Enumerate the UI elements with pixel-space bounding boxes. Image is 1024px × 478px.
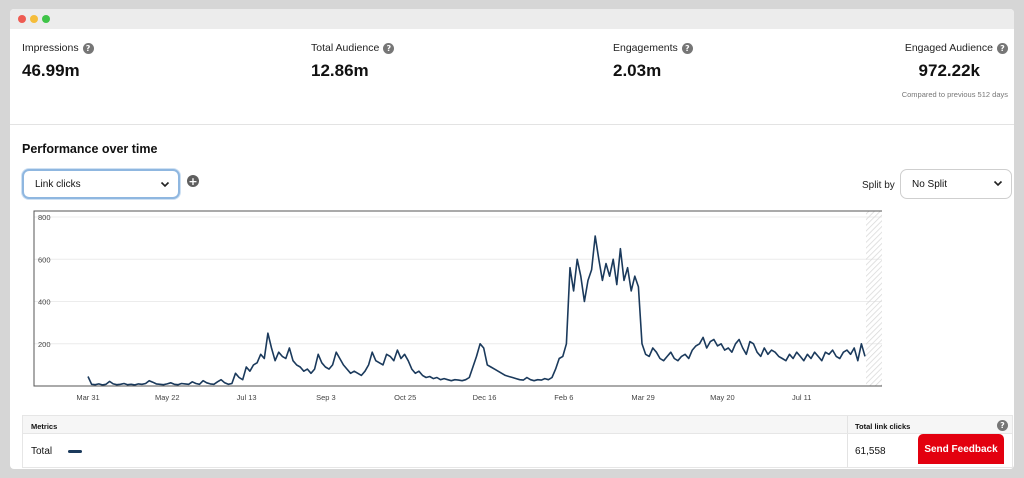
metrics-table-header: Metrics Total link clicks ? xyxy=(22,415,1013,434)
stat-engagements: Engagements? 2.03m xyxy=(613,42,693,81)
stat-engaged-audience: Engaged Audience? 972.22k xyxy=(905,42,1008,81)
x-tick-label: Dec 16 xyxy=(473,393,497,402)
chevron-down-icon xyxy=(993,180,1003,187)
metric-select[interactable]: Link clicks xyxy=(22,169,180,199)
table-row: Total 61,558 xyxy=(22,434,1013,468)
section-title: Performance over time xyxy=(22,142,158,156)
split-select[interactable]: No Split xyxy=(900,169,1012,199)
x-tick-label: Mar 29 xyxy=(631,393,654,402)
title-bar xyxy=(10,9,1014,29)
y-tick-label: 200 xyxy=(38,340,51,349)
stat-total-audience: Total Audience? 12.86m xyxy=(311,42,395,81)
metrics-column-header: Metrics xyxy=(31,422,58,431)
divider xyxy=(10,124,1014,125)
add-metric-icon[interactable]: + xyxy=(187,174,199,188)
stat-label: Impressions xyxy=(22,42,79,54)
stat-value: 12.86m xyxy=(311,61,369,80)
metrics-table: Metrics Total link clicks ? Total 61,558 xyxy=(22,415,1013,468)
metric-name: Total xyxy=(31,446,53,457)
help-icon[interactable]: ? xyxy=(383,42,395,54)
split-select-value: No Split xyxy=(912,178,948,190)
series-swatch xyxy=(68,450,83,453)
x-tick-label: May 22 xyxy=(155,393,180,402)
compare-note: Compared to previous 512 days xyxy=(901,90,1008,99)
incomplete-period-hatch xyxy=(866,211,882,386)
chart-background xyxy=(22,209,882,405)
x-tick-label: Jul 13 xyxy=(237,393,257,402)
x-tick-label: Jul 11 xyxy=(792,393,811,402)
x-tick-label: Feb 6 xyxy=(554,393,573,402)
help-icon[interactable]: ? xyxy=(997,420,1008,431)
y-tick-label: 600 xyxy=(38,255,51,264)
stat-impressions: Impressions? 46.99m xyxy=(22,42,94,81)
stat-label: Engaged Audience xyxy=(904,42,993,54)
split-label: Split by xyxy=(862,180,895,191)
x-tick-label: May 20 xyxy=(710,393,735,402)
stat-label: Total Audience xyxy=(311,42,380,54)
chevron-down-icon xyxy=(160,181,170,188)
help-icon[interactable]: ? xyxy=(82,42,94,54)
help-icon[interactable]: ? xyxy=(997,42,1008,54)
help-icon[interactable]: ? xyxy=(681,42,693,54)
stat-label: Engagements xyxy=(613,42,678,54)
minimize-window-button[interactable] xyxy=(30,15,38,23)
app-window: Impressions? 46.99m Total Audience? 12.8… xyxy=(10,9,1014,469)
y-tick-label: 800 xyxy=(38,213,51,222)
performance-chart: 200 400 600 800 Mar 31 May 22 Jul 13 Sep 3 Oct … xyxy=(22,209,882,405)
x-tick-label: Mar 31 xyxy=(76,393,99,402)
stat-value: 2.03m xyxy=(613,61,662,80)
stat-value: 46.99m xyxy=(22,61,80,80)
metric-select-value: Link clicks xyxy=(35,178,81,190)
close-window-button[interactable] xyxy=(18,15,26,23)
total-column-header: Total link clicks xyxy=(855,422,911,431)
plot-frame xyxy=(33,210,882,387)
stat-value: 972.22k xyxy=(918,61,980,80)
x-tick-label: Oct 25 xyxy=(394,393,416,402)
y-tick-label: 400 xyxy=(38,298,51,307)
series-line-link-clicks xyxy=(87,235,866,386)
metric-total: 61,558 xyxy=(855,446,886,457)
x-tick-label: Sep 3 xyxy=(316,393,336,402)
send-feedback-button[interactable]: Send Feedback xyxy=(918,434,1004,464)
maximize-window-button[interactable] xyxy=(42,15,50,23)
